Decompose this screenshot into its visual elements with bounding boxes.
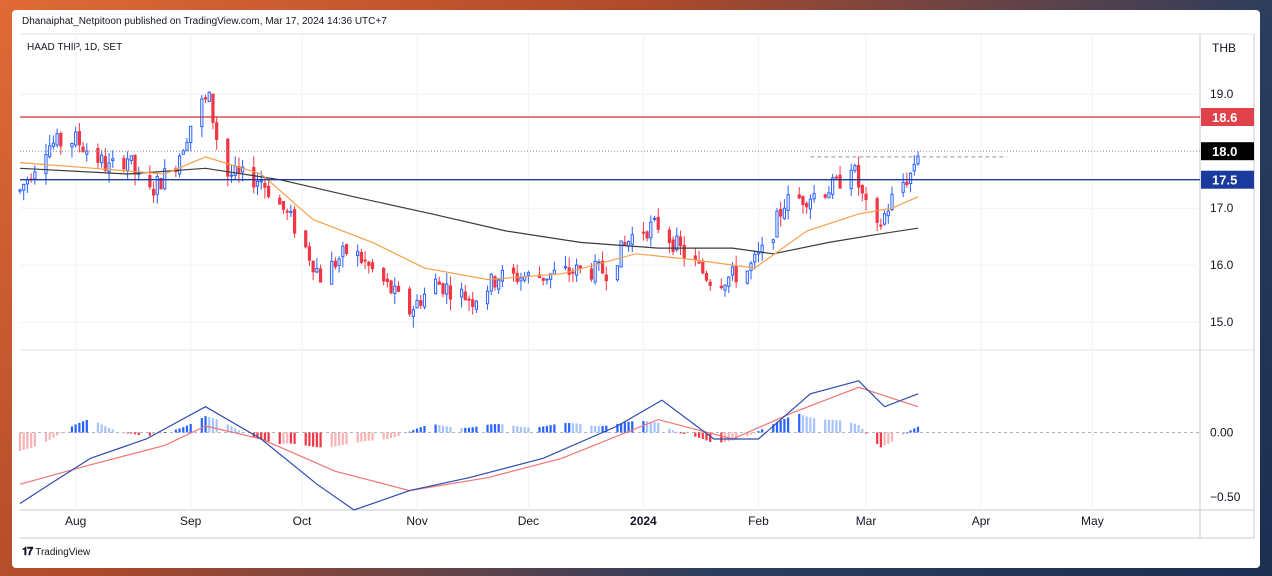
publisher-caption: Dhanaiphat_Netpitoon published on Tradin… bbox=[22, 16, 387, 27]
footer: 𝟏𝟕 TradingView bbox=[22, 546, 90, 559]
currency-label[interactable]: THB bbox=[1212, 41, 1236, 55]
footer-brand: TradingView bbox=[35, 547, 91, 558]
tradingview-logo-icon[interactable]: 𝟏𝟕 bbox=[22, 546, 33, 558]
chart-frame bbox=[12, 10, 1260, 568]
symbol-legend: HAAD THIP, 1D, SET bbox=[27, 42, 123, 53]
